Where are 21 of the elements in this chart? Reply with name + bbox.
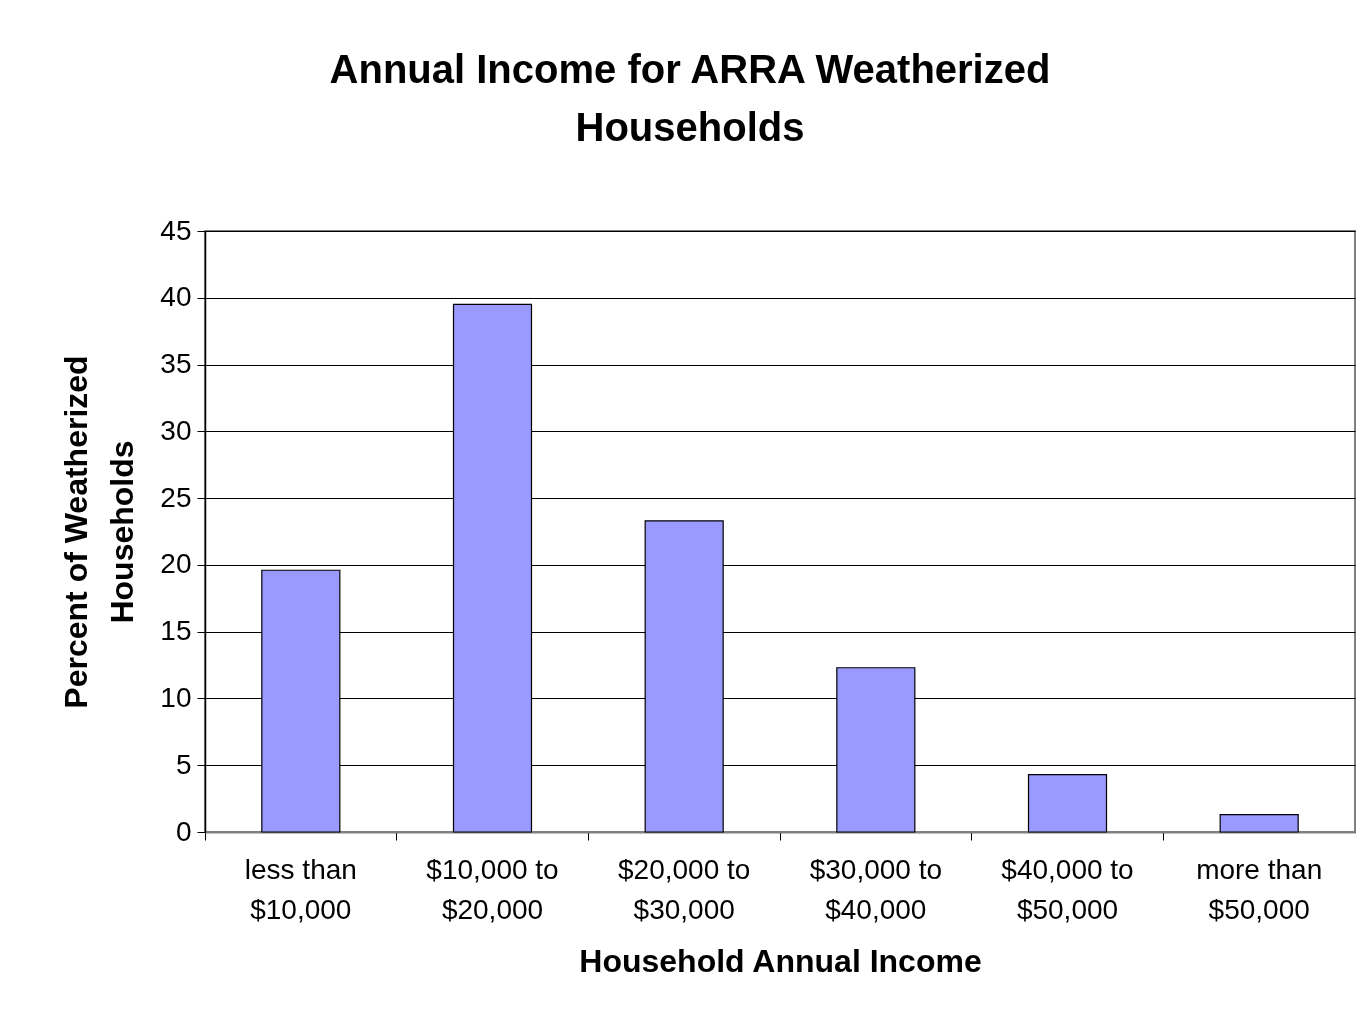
- y-tick-label: 25: [160, 481, 192, 513]
- y-axis-title: Percent of Weatherized Households: [58, 355, 141, 709]
- y-tick-label: 5: [175, 748, 192, 780]
- y-tick-label: 20: [160, 548, 192, 580]
- y-tick-label: 40: [160, 281, 192, 313]
- x-tick-label: $40,000 to $50,000: [1001, 853, 1134, 925]
- x-axis-title: Household Annual Income: [579, 942, 982, 979]
- x-tick-label: $10,000 to $20,000: [426, 853, 559, 925]
- x-tick-label: $20,000 to $30,000: [617, 853, 751, 925]
- y-tick-label: 0: [175, 815, 192, 847]
- y-tick-label: 45: [160, 214, 192, 246]
- y-tick-label: 10: [160, 681, 192, 713]
- x-tick-label: $30,000 to $40,000: [809, 853, 943, 925]
- chart-title: Annual Income for ARRA Weatherized Households: [329, 47, 1051, 149]
- x-tick-label: less than $10,000: [244, 853, 357, 925]
- bar: [1219, 814, 1299, 833]
- y-tick-label: 35: [160, 348, 192, 380]
- y-tick-label: 15: [160, 615, 192, 647]
- y-tick-label: 30: [160, 414, 192, 446]
- bar: [1027, 773, 1108, 833]
- x-tick-label: more than $50,000: [1196, 853, 1323, 925]
